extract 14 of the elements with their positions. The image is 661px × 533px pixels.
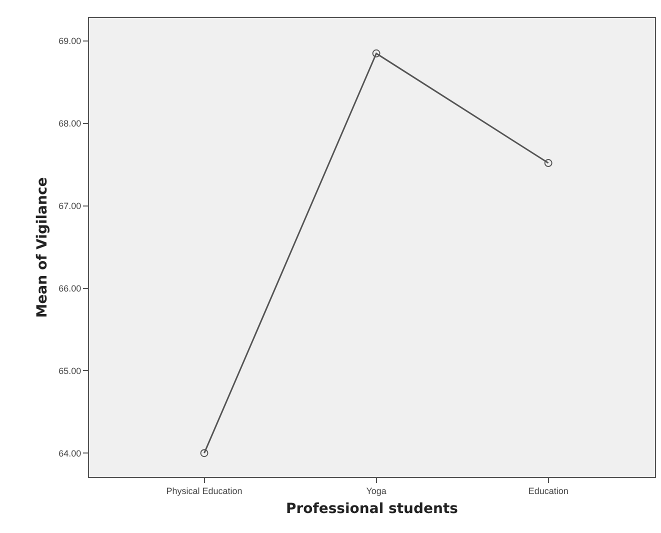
- y-tick-label: 69.00: [58, 36, 82, 46]
- y-axis-title: Mean of Vigilance: [34, 177, 50, 318]
- x-axis-title: Professional students: [286, 501, 458, 518]
- point: [200, 449, 208, 458]
- y-tick-label: 66.00: [58, 283, 82, 294]
- y-tick-label: 68.00: [58, 118, 82, 129]
- y-tick-label: 64.00: [58, 448, 82, 458]
- x-tick-label: Yoga: [366, 486, 386, 496]
- x-tick-label: Education: [528, 486, 568, 496]
- y-tick-label: 65.00: [58, 366, 82, 376]
- point: [544, 159, 552, 168]
- point: [372, 49, 380, 58]
- y-tick-label: 67.00: [58, 201, 82, 212]
- x-tick-label: Physical Education: [166, 486, 242, 496]
